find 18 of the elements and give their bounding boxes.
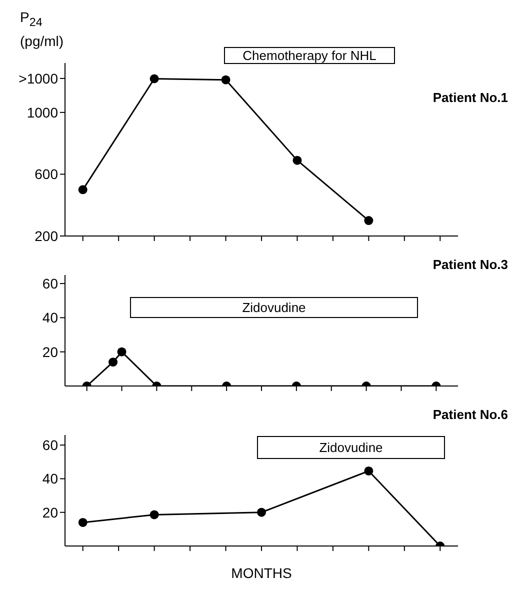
text: Patient No.1 (432, 90, 508, 105)
y-tick-label: 60 (42, 276, 58, 292)
y-tick-label: 1000 (26, 104, 58, 120)
y-axis-title: P$_{24}$ (pg/ml) (20, 8, 65, 50)
y-tick-label: 20 (42, 344, 58, 360)
y-tick-label: 60 (42, 437, 58, 454)
y-tick-label: 40 (42, 470, 58, 487)
y-tick-label: 40 (42, 310, 58, 326)
annotation: Chemotherapy for NHL (242, 48, 376, 63)
y-tick-label: 600 (34, 166, 58, 182)
chart-title: Patient No.6 (432, 407, 508, 422)
annotation: Zidovudine (319, 440, 383, 455)
annotation: Zidovudine (242, 300, 306, 315)
y-tick-label: 200 (34, 228, 58, 244)
x-axis-title: MONTHS (230, 565, 293, 581)
y-tick-label: 20 (42, 504, 58, 520)
y-tick-label: >1000 (18, 70, 58, 86)
chart-title: Patient No.3 (432, 257, 508, 272)
